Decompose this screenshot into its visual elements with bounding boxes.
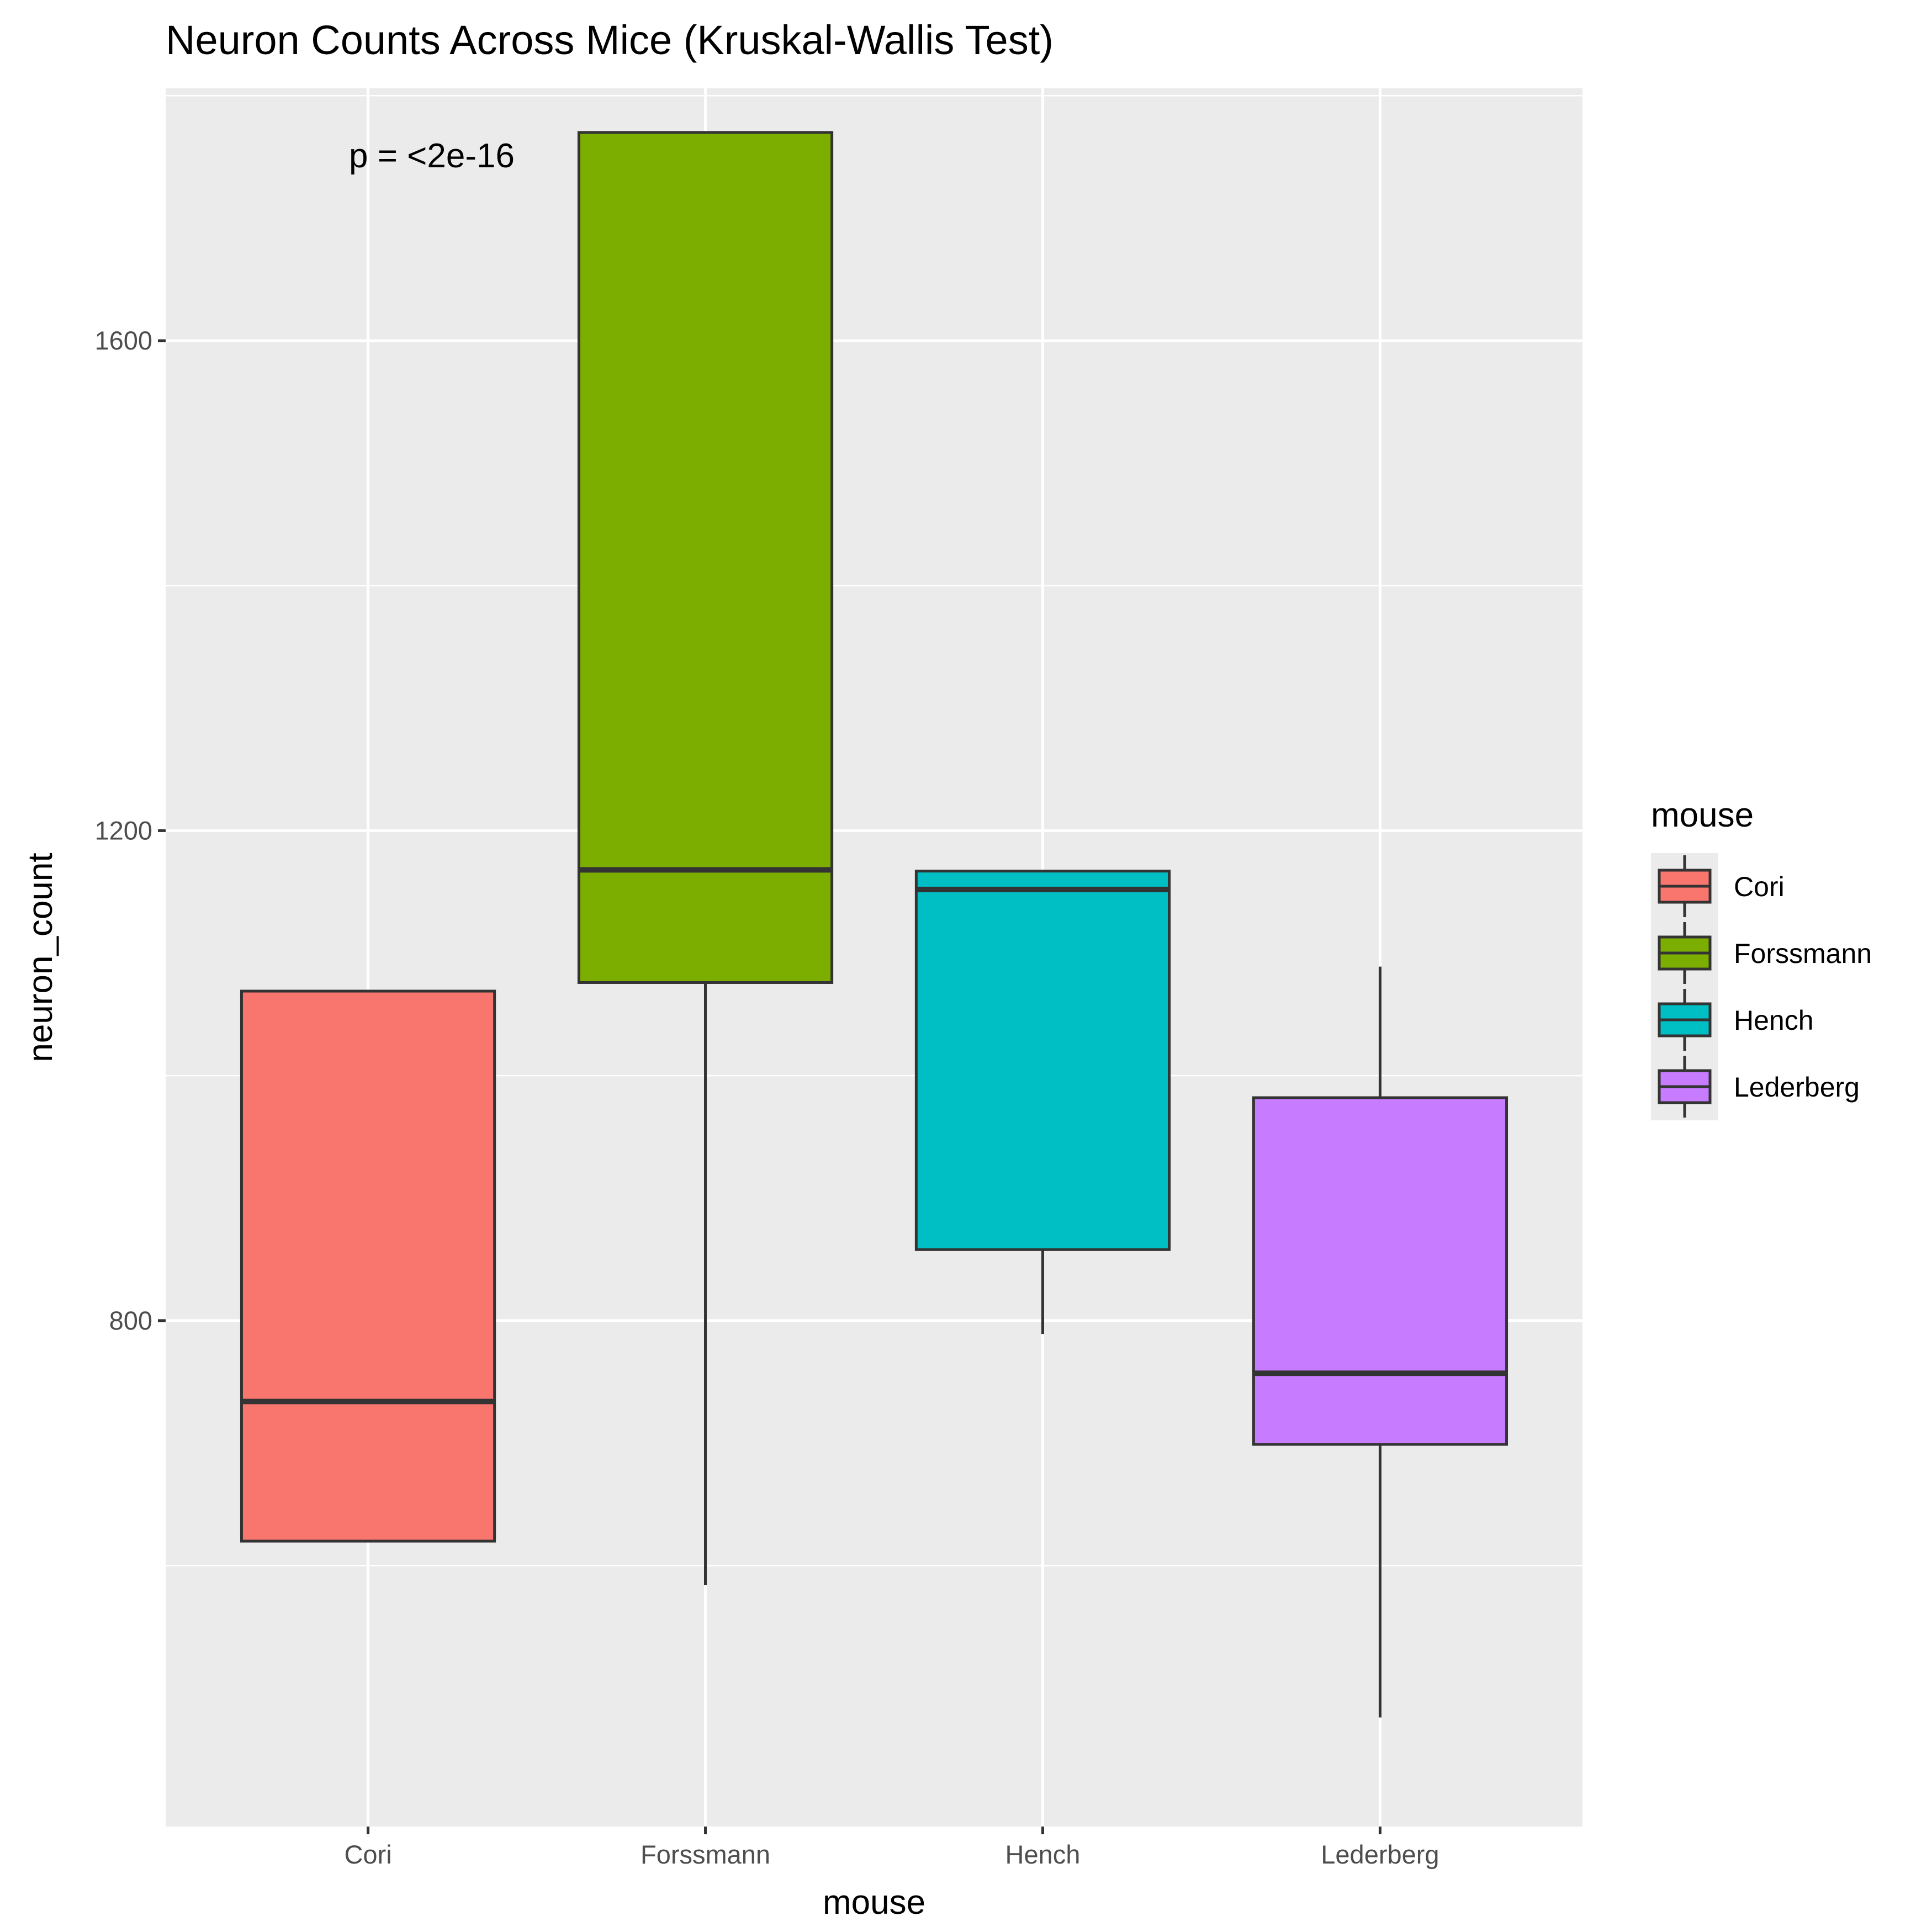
boxplot-cori bbox=[240, 989, 496, 1543]
legend-label: Cori bbox=[1734, 871, 1785, 902]
legend-item-lederberg: Lederberg bbox=[1658, 1056, 1860, 1118]
legend-label: Lederberg bbox=[1734, 1072, 1860, 1103]
x-axis-title: mouse bbox=[823, 1883, 925, 1922]
y-axis-title: neuron_count bbox=[22, 853, 60, 1062]
x-axis-ticks: Cori Forssmann Hench Lederberg bbox=[344, 1827, 1439, 1869]
legend: mouse Cori Forssmann Hench Lederberg bbox=[1651, 796, 1872, 1120]
boxplot-forssmann bbox=[577, 131, 834, 1585]
y-tick-label: 800 bbox=[109, 1306, 152, 1335]
legend-title: mouse bbox=[1651, 796, 1754, 834]
box-iqr bbox=[577, 131, 834, 984]
p-value-annotation: p = <2e-16 bbox=[349, 137, 515, 175]
y-tick-label: 1200 bbox=[94, 816, 152, 845]
box-iqr bbox=[1252, 1096, 1508, 1446]
legend-label: Hench bbox=[1734, 1005, 1814, 1036]
chart-title: Neuron Counts Across Mice (Kruskal-Walli… bbox=[166, 17, 1054, 63]
legend-items: Cori Forssmann Hench Lederberg bbox=[1658, 855, 1872, 1118]
box-iqr bbox=[240, 989, 496, 1543]
x-tick-label: Forssmann bbox=[641, 1840, 770, 1869]
x-tick-label: Cori bbox=[344, 1840, 391, 1869]
y-axis-ticks: 800 1200 1600 bbox=[94, 326, 166, 1335]
box-iqr bbox=[914, 870, 1171, 1251]
legend-item-forssmann: Forssmann bbox=[1658, 922, 1872, 984]
legend-item-hench: Hench bbox=[1658, 989, 1814, 1051]
x-tick-label: Lederberg bbox=[1321, 1840, 1439, 1869]
legend-label: Forssmann bbox=[1734, 938, 1872, 969]
y-tick-label: 1600 bbox=[94, 326, 152, 355]
x-tick-label: Hench bbox=[1005, 1840, 1081, 1869]
boxplot-hench bbox=[914, 870, 1171, 1335]
boxplot-lederberg bbox=[1252, 966, 1508, 1718]
boxplots bbox=[240, 131, 1508, 1718]
legend-item-cori: Cori bbox=[1658, 855, 1785, 917]
